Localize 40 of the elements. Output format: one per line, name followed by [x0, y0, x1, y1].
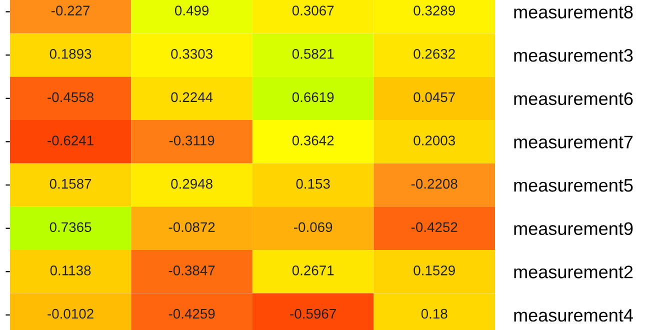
- data-label: -0.4259: [168, 308, 215, 319]
- data-label: -0.0102: [48, 308, 94, 319]
- data-label: 0.18: [421, 308, 448, 319]
- y-tick-label: measurement5: [514, 179, 633, 192]
- data-label: 0.3067: [292, 6, 334, 16]
- data-label: 0.1529: [414, 266, 455, 276]
- data-label: 0.3303: [171, 48, 212, 59]
- data-label: 0.5821: [292, 48, 334, 59]
- data-label: -0.2208: [411, 178, 458, 189]
- data-label: -0.069: [294, 222, 332, 232]
- y-tick-label: measurement6: [514, 92, 633, 106]
- data-label: -0.227: [51, 6, 90, 16]
- data-label: 0.3289: [414, 6, 455, 16]
- data-label: 0.499: [174, 6, 209, 16]
- y-tick-label: measurement2: [514, 266, 633, 278]
- data-label: 0.1893: [50, 48, 92, 59]
- data-label: 0.2671: [292, 266, 334, 276]
- data-label: 0.0457: [414, 92, 455, 102]
- data-label: -0.5967: [290, 308, 336, 319]
- data-label: 0.1587: [50, 178, 92, 189]
- data-label: 0.7365: [50, 222, 92, 232]
- data-label: 0.1138: [50, 266, 91, 276]
- data-label: -0.3119: [169, 136, 214, 146]
- data-label: 0.2003: [414, 136, 455, 146]
- y-tick-label: measurement3: [514, 49, 633, 62]
- data-label: 0.3642: [292, 136, 334, 146]
- data-label: -0.6241: [48, 136, 94, 146]
- data-label: -0.4558: [48, 92, 94, 102]
- data-label: -0.3847: [168, 266, 215, 276]
- data-label: -0.4252: [411, 222, 458, 232]
- data-label: 0.153: [296, 178, 330, 189]
- data-label: -0.0872: [168, 222, 215, 232]
- data-label: 0.2948: [171, 178, 212, 189]
- data-label: 0.6619: [292, 92, 334, 102]
- data-label: 0.2632: [414, 48, 455, 59]
- y-tick-label: measurement9: [514, 222, 633, 236]
- y-tick-label: measurement8: [514, 6, 633, 18]
- data-label: 0.2244: [171, 92, 213, 102]
- y-tick-label: measurement7: [514, 136, 633, 148]
- y-tick-label: measurement4: [514, 309, 633, 322]
